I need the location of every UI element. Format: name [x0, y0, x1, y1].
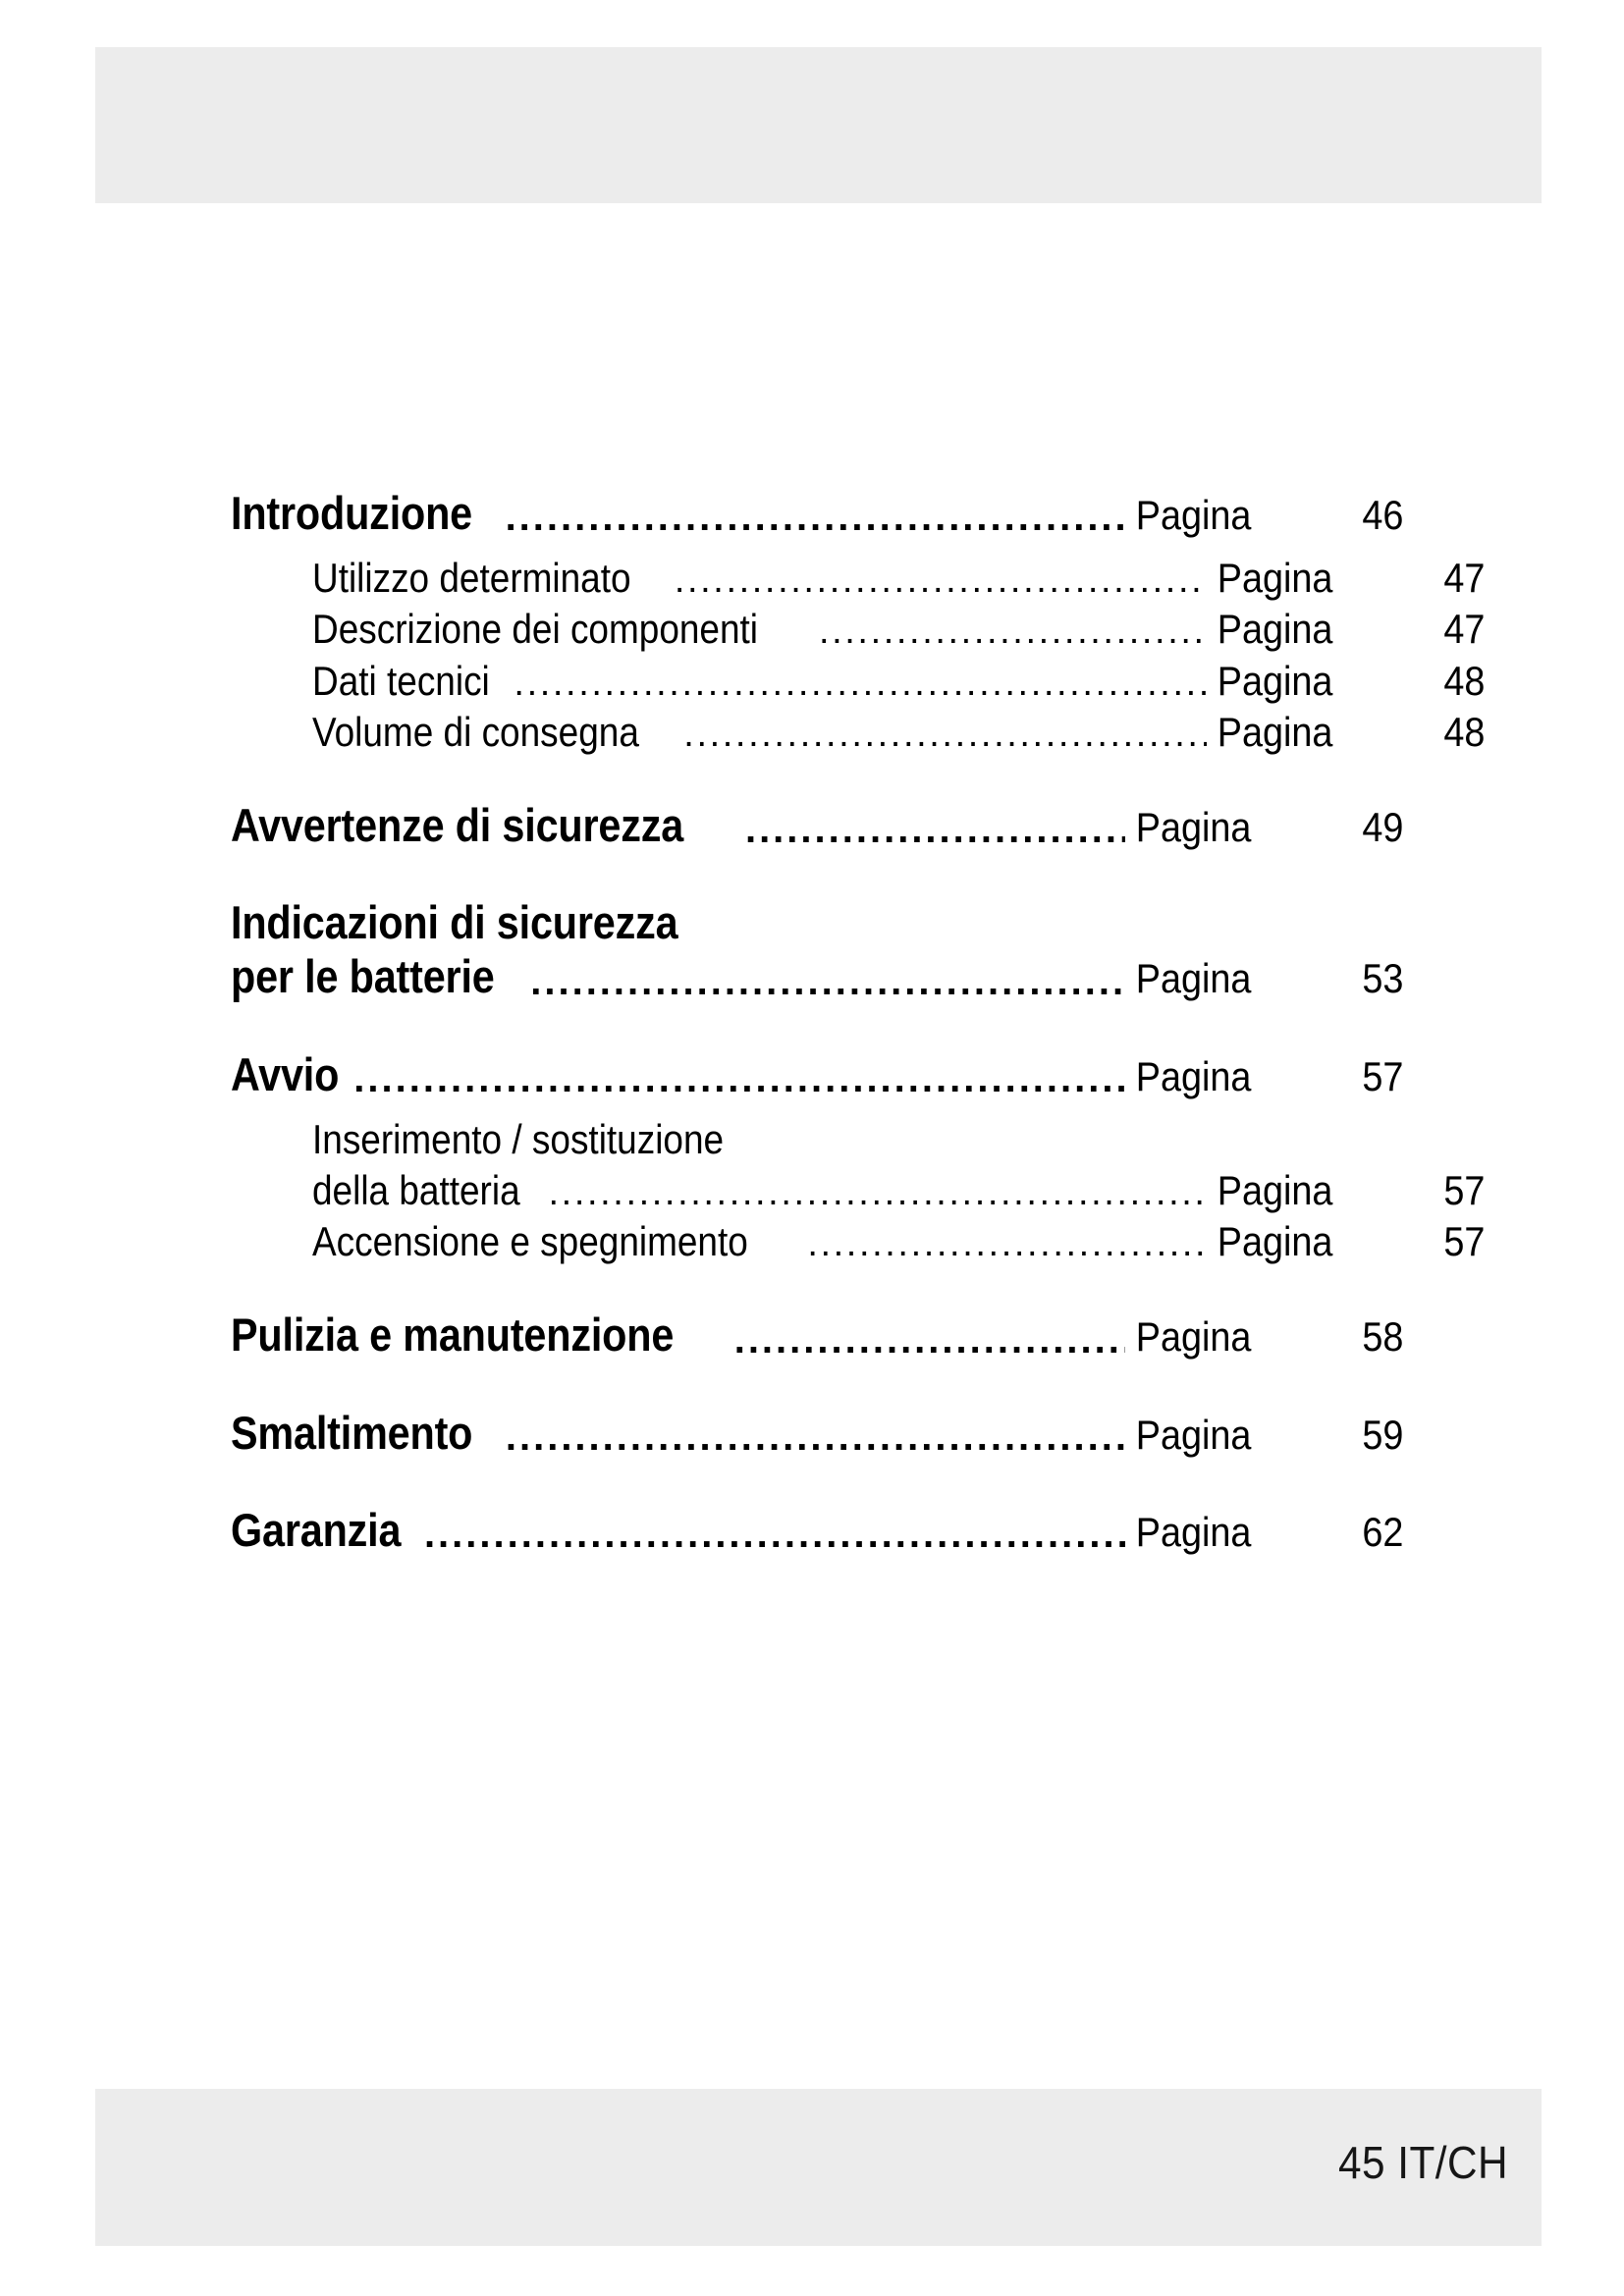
toc-heading-indicazioni-di-sicurezza-line2[interactable]: per le batterie Pagina 53 — [231, 946, 1407, 1006]
dot-leader — [819, 618, 1207, 656]
toc-group-avvio: Avvio Pagina 57 Inserimento / sostituzio… — [231, 1044, 1485, 1268]
toc-page-word: Pagina — [1217, 1166, 1333, 1213]
toc-item-label: Accensione e spegnimento — [312, 1218, 748, 1265]
dot-leader — [675, 566, 1207, 604]
toc-page-word: Pagina — [1217, 1218, 1333, 1265]
toc-page-number: 48 — [1443, 708, 1486, 755]
toc-page-word: Pagina — [1135, 1508, 1252, 1555]
toc-item-label: Volume di consegna — [312, 708, 639, 755]
toc-page-number: 62 — [1362, 1508, 1404, 1555]
toc-heading-label: Indicazioni di sicurezza — [231, 896, 678, 949]
dot-leader — [514, 669, 1207, 707]
toc-item-accensione-e-spegnimento[interactable]: Accensione e spegnimento Pagina 57 — [231, 1216, 1489, 1267]
toc-item-utilizzo-determinato[interactable]: Utilizzo determinato Pagina 47 — [231, 553, 1489, 604]
toc-heading-label: Smaltimento — [231, 1406, 473, 1459]
table-of-contents: Introduzione Pagina 46 Utilizzo determin… — [231, 483, 1485, 1560]
toc-page-word: Pagina — [1135, 804, 1252, 851]
dot-leader — [506, 1423, 1125, 1463]
toc-item-della-batteria[interactable]: della batteria Pagina 57 — [231, 1165, 1489, 1216]
toc-item-dati-tecnici[interactable]: Dati tecnici Pagina 48 — [231, 656, 1489, 707]
dot-leader — [734, 1326, 1125, 1365]
toc-item-label-line2: della batteria — [312, 1166, 520, 1213]
toc-page-number: 53 — [1362, 955, 1404, 1002]
dot-leader — [530, 968, 1125, 1007]
toc-page-number: 57 — [1443, 1166, 1486, 1213]
dot-leader — [683, 721, 1207, 758]
toc-page-number: 58 — [1362, 1313, 1404, 1361]
toc-group-indicazioni-di-sicurezza-per-le-batterie: Indicazioni di sicurezza per le batterie… — [231, 892, 1407, 1006]
toc-heading-label: Avvertenze di sicurezza — [231, 799, 684, 852]
toc-heading-avvio[interactable]: Avvio Pagina 57 — [231, 1044, 1407, 1104]
toc-page-word: Pagina — [1135, 1411, 1252, 1458]
toc-heading-label: Avvio — [231, 1047, 340, 1100]
dot-leader — [780, 1128, 1489, 1165]
toc-item-inserimento-sostituzione-line1[interactable]: Inserimento / sostituzione — [231, 1114, 1489, 1165]
toc-page-number: 47 — [1443, 606, 1486, 653]
dot-leader — [353, 1065, 1125, 1104]
toc-heading-label: Garanzia — [231, 1503, 402, 1556]
toc-heading-label: Introduzione — [231, 487, 473, 539]
toc-item-label: Descrizione dei componenti — [312, 606, 759, 653]
toc-page-word: Pagina — [1217, 606, 1333, 653]
toc-heading-introduzione[interactable]: Introduzione Pagina 46 — [231, 483, 1407, 543]
toc-page-word: Pagina — [1135, 492, 1252, 538]
toc-group-introduzione: Introduzione Pagina 46 Utilizzo determin… — [231, 483, 1485, 758]
page-folio: 45 IT/CH — [1337, 2137, 1508, 2188]
toc-item-descrizione-dei-componenti[interactable]: Descrizione dei componenti Pagina 47 — [231, 604, 1489, 655]
toc-heading-indicazioni-di-sicurezza-line1[interactable]: Indicazioni di sicurezza — [231, 892, 1407, 952]
toc-page-word: Pagina — [1135, 1052, 1252, 1099]
toc-page-word: Pagina — [1217, 555, 1333, 602]
toc-heading-pulizia-e-manutenzione[interactable]: Pulizia e manutenzione Pagina 58 — [231, 1305, 1407, 1364]
dot-leader — [745, 816, 1125, 855]
toc-page-word: Pagina — [1135, 955, 1252, 1002]
toc-page-number: 48 — [1443, 657, 1486, 704]
dot-leader — [549, 1179, 1208, 1216]
toc-page-number: 49 — [1362, 804, 1404, 851]
dot-leader — [506, 504, 1125, 543]
toc-group-avvertenze-di-sicurezza: Avvertenze di sicurezza Pagina 49 — [231, 795, 1407, 855]
toc-page-number: 59 — [1362, 1411, 1404, 1458]
toc-item-label: Utilizzo determinato — [312, 555, 631, 602]
toc-group-smaltimento: Smaltimento Pagina 59 — [231, 1403, 1407, 1463]
header-band — [95, 47, 1542, 203]
toc-heading-smaltimento[interactable]: Smaltimento Pagina 59 — [231, 1403, 1407, 1463]
dot-leader — [807, 1230, 1207, 1267]
toc-heading-label: Pulizia e manutenzione — [231, 1308, 675, 1362]
toc-page-word: Pagina — [1135, 1313, 1252, 1361]
toc-heading-avvertenze-di-sicurezza[interactable]: Avvertenze di sicurezza Pagina 49 — [231, 795, 1407, 855]
toc-item-label: Inserimento / sostituzione — [312, 1115, 725, 1162]
dot-leader — [424, 1521, 1125, 1560]
toc-page-word: Pagina — [1217, 708, 1333, 755]
toc-heading-label-line2: per le batterie — [231, 950, 495, 1003]
toc-group-garanzia: Garanzia Pagina 62 — [231, 1500, 1407, 1560]
toc-page-number: 47 — [1443, 555, 1486, 602]
toc-heading-garanzia[interactable]: Garanzia Pagina 62 — [231, 1500, 1407, 1560]
toc-page-number: 57 — [1443, 1218, 1486, 1265]
toc-page-word: Pagina — [1217, 657, 1333, 704]
toc-item-label: Dati tecnici — [312, 657, 490, 704]
toc-page-number: 57 — [1362, 1052, 1404, 1099]
toc-page-number: 46 — [1362, 492, 1404, 538]
footer-band — [95, 2089, 1542, 2246]
toc-item-volume-di-consegna[interactable]: Volume di consegna Pagina 48 — [231, 707, 1489, 758]
toc-group-pulizia-e-manutenzione: Pulizia e manutenzione Pagina 58 — [231, 1305, 1407, 1364]
